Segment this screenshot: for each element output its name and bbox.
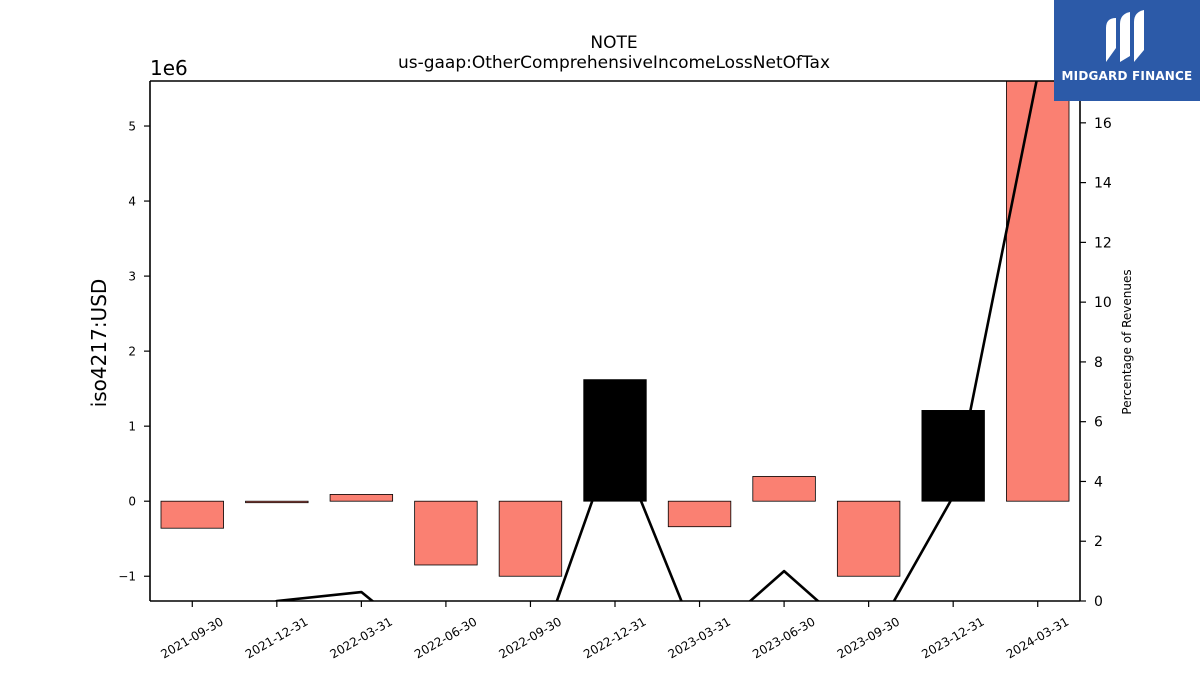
x-tick-label: 2022-12-31 — [581, 614, 648, 661]
percentage-line — [274, 81, 1038, 601]
x-tick-label: 2022-09-30 — [497, 614, 564, 661]
bar-2022-06-30 — [414, 500, 478, 566]
y-tick-label: 2 — [128, 345, 136, 359]
y2-tick-label: 8 — [1094, 355, 1103, 371]
bar-2023-03-31 — [667, 500, 732, 528]
x-tick-label: 2023-09-30 — [835, 614, 902, 661]
y-tick-label: 3 — [128, 270, 136, 284]
percentage-line-layer — [274, 81, 1038, 601]
bar-2022-03-31 — [329, 494, 394, 502]
x-tick-label: 2022-06-30 — [412, 614, 479, 661]
bar-2023-09-30 — [836, 500, 901, 577]
x-tick-label: 2022-03-31 — [327, 614, 394, 661]
x-tick-label: 2021-12-31 — [243, 614, 310, 661]
logo-mark-icon — [1106, 10, 1144, 62]
y-tick-label: 5 — [128, 120, 136, 134]
y-tick-label: 4 — [128, 195, 136, 209]
bar-2022-09-30 — [498, 500, 563, 577]
y2-tick-label: 0 — [1094, 594, 1103, 610]
y2-tick-label: 4 — [1094, 474, 1103, 490]
logo-text: MIDGARD FINANCE — [1061, 69, 1193, 83]
x-tick-label: 2023-12-31 — [919, 614, 986, 661]
bar-2021-09-30 — [160, 500, 224, 529]
bars-layer — [160, 81, 1070, 577]
bar-2023-06-30 — [752, 476, 816, 502]
y-tick-label: 1 — [128, 420, 136, 434]
bar-2023-12-31 — [921, 410, 985, 502]
y2-tick-label: 16 — [1094, 116, 1112, 132]
x-tick-label: 2023-06-30 — [750, 614, 817, 661]
x-tick-label: 2024-03-31 — [1004, 614, 1071, 661]
y2-tick-label: 2 — [1094, 534, 1103, 550]
y2-axis-label: Percentage of Revenues — [1120, 269, 1134, 414]
x-tick-label: 2021-09-30 — [158, 614, 225, 661]
bar-2021-12-31 — [245, 500, 309, 504]
axes-layer — [149, 80, 1081, 602]
y2-tick-label: 12 — [1094, 235, 1112, 251]
chart-subtitle: us-gaap:OtherComprehensiveIncomeLossNetO… — [398, 53, 830, 73]
midgard-finance-logo: MIDGARD FINANCE — [1054, 0, 1200, 101]
bar-2024-03-31 — [1006, 81, 1070, 502]
y-tick-label: −1 — [118, 570, 136, 584]
y2-tick-label: 6 — [1094, 415, 1103, 431]
chart-title: NOTE — [590, 33, 637, 53]
y2-tick-label: 10 — [1094, 295, 1112, 311]
y2-tick-label: 14 — [1094, 176, 1112, 192]
y-tick-label: 0 — [128, 495, 136, 509]
x-tick-label: 2023-03-31 — [666, 614, 733, 661]
y-multiplier-label: 1e6 — [150, 56, 188, 80]
y-axis-label: iso4217:USD — [87, 279, 111, 408]
